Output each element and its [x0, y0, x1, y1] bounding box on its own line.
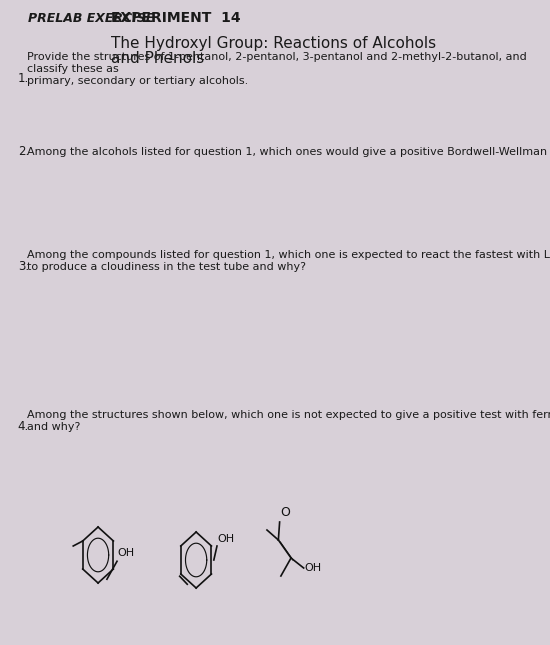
Text: 3.: 3.: [18, 260, 29, 273]
Text: 4.: 4.: [18, 420, 29, 433]
Text: 2.: 2.: [18, 145, 29, 158]
Text: OH: OH: [218, 534, 235, 544]
Text: OH: OH: [117, 548, 134, 559]
Text: Provide the structures of 1-pentanol, 2-pentanol, 3-pentanol and 2-methyl-2-buta: Provide the structures of 1-pentanol, 2-…: [26, 52, 526, 86]
Text: 1.: 1.: [18, 72, 29, 85]
Text: Among the structures shown below, which one is not expected to give a positive t: Among the structures shown below, which …: [26, 410, 550, 432]
Text: The Hydroxyl Group: Reactions of Alcohols: The Hydroxyl Group: Reactions of Alcohol…: [111, 36, 436, 51]
Text: PRELAB EXERCISE: PRELAB EXERCISE: [29, 12, 155, 25]
Text: Among the alcohols listed for question 1, which ones would give a positive Bordw: Among the alcohols listed for question 1…: [26, 147, 550, 157]
Text: O: O: [280, 506, 290, 519]
Text: and Phenols: and Phenols: [111, 51, 204, 66]
Text: OH: OH: [304, 563, 321, 573]
Text: Among the compounds listed for question 1, which one is expected to react the fa: Among the compounds listed for question …: [26, 250, 550, 272]
Text: EXPERIMENT  14: EXPERIMENT 14: [111, 11, 240, 25]
